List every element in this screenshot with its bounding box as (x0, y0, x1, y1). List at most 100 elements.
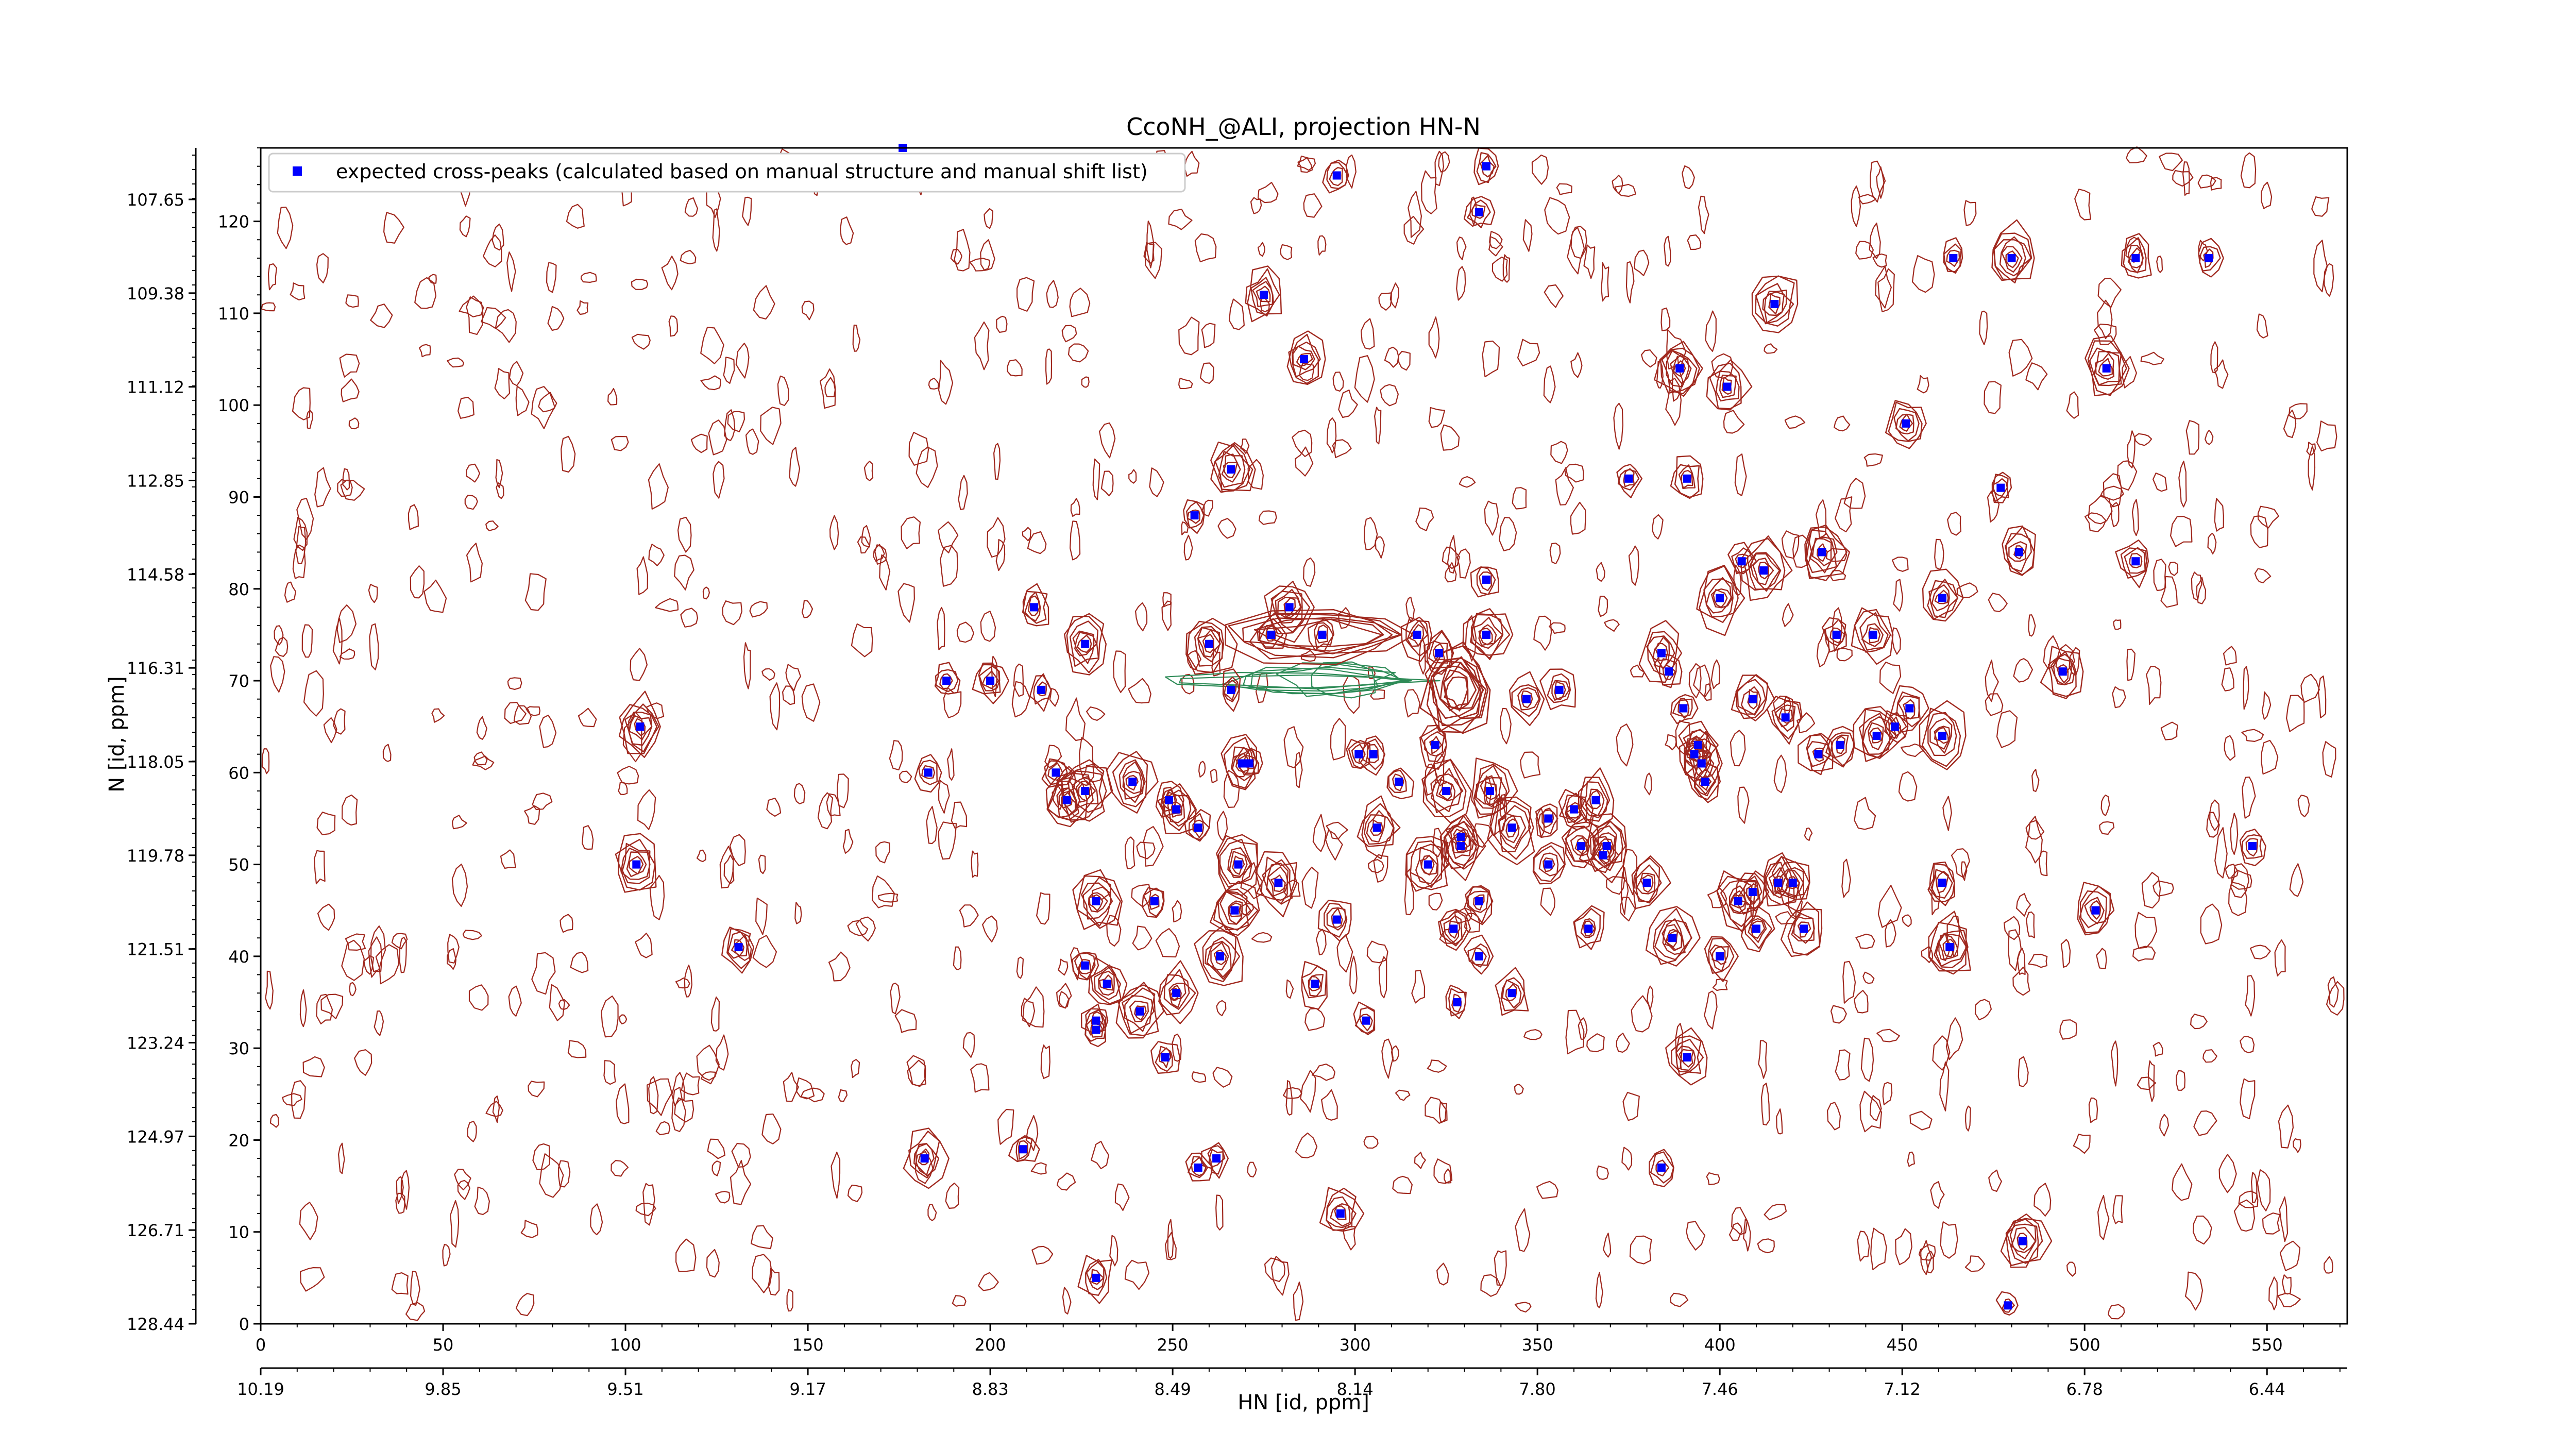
noise-contour (2306, 442, 2316, 456)
cross-peak-marker (2007, 254, 2016, 262)
peak-contour (1672, 698, 1693, 717)
noise-contour (2100, 795, 2110, 816)
noise-contour (447, 948, 456, 970)
noise-contour (908, 432, 929, 466)
noise-contour (2224, 735, 2236, 761)
noise-contour (2300, 673, 2320, 703)
noise-contour (997, 1108, 1014, 1145)
peak-contour (1558, 789, 1594, 831)
legend-marker (293, 166, 302, 176)
noise-contour (1198, 761, 1206, 778)
noise-contour (2073, 1134, 2091, 1154)
noise-contour (838, 1089, 848, 1102)
peak-contour (1183, 499, 1205, 534)
cross-peak-marker (1668, 934, 1677, 942)
noise-contour (494, 368, 511, 399)
peak-contour (1501, 815, 1520, 844)
peak-contour (1931, 584, 1950, 612)
peak-contour (1022, 583, 1049, 627)
noise-contour (1411, 970, 1425, 1004)
peak-contour (1483, 781, 1498, 800)
noise-contour (2126, 146, 2147, 163)
cross-peak-marker (1081, 786, 1090, 795)
noise-contour (451, 864, 468, 907)
peak-contour (1791, 911, 1815, 941)
peak-contour (1099, 974, 1114, 991)
peak-contour (1655, 1159, 1670, 1177)
noise-contour (1688, 663, 1702, 699)
noise-contour (1405, 596, 1415, 622)
peak-contour (1735, 674, 1769, 719)
peak-contour (1473, 147, 1499, 186)
noise-contour (2028, 614, 2036, 637)
peak-contour (1703, 578, 1734, 623)
peak-contour (1646, 635, 1675, 668)
noise-contour (1792, 534, 1813, 568)
noise-contour (1321, 1089, 1338, 1121)
cross-peak-marker (1679, 704, 1688, 713)
peak-contour (1443, 821, 1486, 870)
noise-contour (1247, 1161, 1257, 1178)
noise-contour (675, 978, 690, 989)
noise-contour (1124, 1259, 1150, 1290)
noise-contour (1938, 934, 1951, 961)
noise-contour (2008, 339, 2033, 377)
cross-peak-marker (1172, 989, 1181, 998)
cross-peak-marker (1456, 833, 1465, 841)
noise-contour (1734, 453, 1747, 496)
noise-contour (1132, 925, 1153, 951)
peak-contour (1217, 888, 1249, 931)
noise-contour (1128, 469, 1137, 484)
peak-contour (1047, 780, 1080, 818)
noise-contour (1404, 689, 1421, 718)
peak-contour (1324, 903, 1348, 938)
peak-contour (1366, 810, 1386, 843)
peak-contour (2115, 540, 2149, 588)
noise-contour (2134, 912, 2158, 949)
peak-contour (1028, 595, 1040, 616)
legend: expected cross-peaks (calculated based o… (268, 153, 1186, 193)
peak-contour (1077, 634, 1092, 653)
noise-contour (722, 600, 742, 626)
noise-contour (1985, 660, 1999, 702)
peak-contour (1502, 979, 1522, 1008)
noise-contour (314, 467, 331, 508)
noise-contour (1212, 1067, 1233, 1088)
noise-contour (1343, 1225, 1356, 1251)
peak-contour (1192, 819, 1204, 838)
noise-contour (2221, 667, 2234, 692)
peak-contour (1047, 762, 1063, 781)
noise-contour (1614, 183, 1636, 197)
noise-contour (1514, 1302, 1532, 1313)
peak-contour (1185, 617, 1238, 675)
cross-peak-marker (1092, 897, 1100, 905)
legend-entry: expected cross-peaks (calculated based o… (336, 160, 1148, 183)
cross-peak-marker (2004, 1301, 2012, 1310)
noise-contour (928, 378, 939, 390)
noise-contour (418, 344, 431, 358)
peak-contour (1578, 767, 1615, 828)
cross-peak-marker (1949, 254, 1958, 262)
noise-contour (751, 1225, 773, 1250)
peak-contour (1201, 1142, 1229, 1179)
peak-contour (1755, 275, 1795, 327)
peak-contour (1487, 796, 1535, 866)
peak-contour (1245, 268, 1280, 317)
noise-contour (1421, 170, 1437, 214)
noise-contour (1522, 219, 1533, 252)
peak-contour (1366, 744, 1379, 764)
peak-contour (731, 939, 744, 956)
noise-contour (1606, 876, 1625, 895)
noise-contour (1201, 323, 1216, 348)
peak-contour (1125, 774, 1139, 791)
noise-contour (313, 850, 326, 885)
peak-contour (1585, 788, 1605, 817)
noise-contour (1612, 175, 1623, 194)
noise-contour (1389, 282, 1399, 309)
noise-contour (1283, 726, 1304, 769)
noise-contour (727, 411, 745, 432)
noise-contour (1965, 1105, 1971, 1132)
peak-contour (2123, 233, 2152, 279)
noise-contour (1512, 487, 1527, 510)
noise-contour (2210, 341, 2218, 374)
